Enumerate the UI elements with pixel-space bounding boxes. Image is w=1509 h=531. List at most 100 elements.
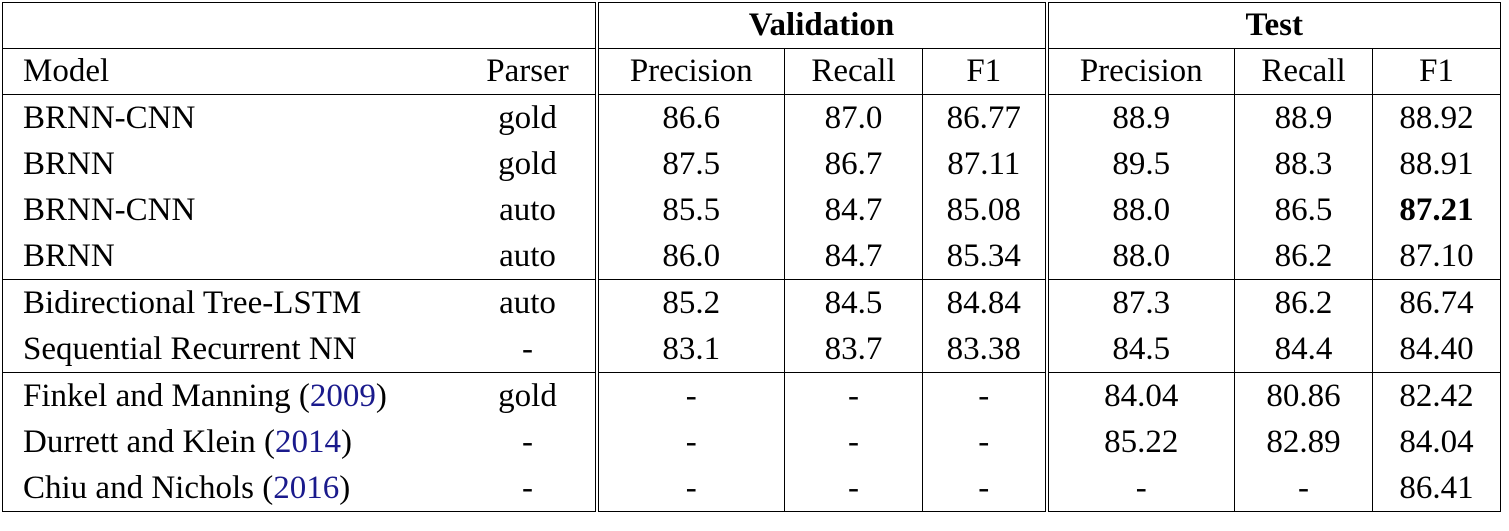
model-name: Bidirectional Tree-LSTM xyxy=(23,285,362,321)
citation-link[interactable]: 2016 xyxy=(273,470,340,506)
val-f1-cell: 84.84 xyxy=(922,279,1049,326)
parser-cell: - xyxy=(460,419,599,465)
citation-link[interactable]: 2009 xyxy=(309,378,376,414)
model-cell: BRNN-CNN xyxy=(2,94,461,141)
val-precision-cell: 83.1 xyxy=(662,331,721,367)
parser-cell: gold xyxy=(460,141,599,187)
parser-cell: - xyxy=(460,326,599,373)
val-f1-cell: - xyxy=(922,465,1049,512)
test-f1-cell: 84.04 xyxy=(1372,419,1501,465)
test-precision-cell: - xyxy=(1135,470,1147,506)
test-recall-header: Recall xyxy=(1234,48,1373,95)
test-precision-cell: 87.3 xyxy=(1046,279,1235,326)
val-recall-header: Recall xyxy=(784,48,923,95)
val-precision-cell: 87.5 xyxy=(662,146,721,182)
parser-column-header: Parser xyxy=(460,48,599,95)
test-recall-cell: - xyxy=(1234,465,1373,512)
table-row: Chiu and Nichols (2016) - - - - - -86.41 xyxy=(3,465,1501,512)
model-name: Chiu and Nichols ( xyxy=(23,470,274,506)
val-recall-cell: - xyxy=(784,372,923,419)
test-precision-cell: 84.04 xyxy=(1046,372,1235,419)
test-precision-cell: 88.9 xyxy=(1046,94,1235,141)
test-f1-cell: 82.42 xyxy=(1372,372,1501,419)
empty-corner-cell xyxy=(2,2,599,49)
val-recall-cell: - xyxy=(784,465,923,512)
test-recall-cell: 86.5 xyxy=(1234,187,1373,233)
val-f1-cell: - xyxy=(922,372,1049,419)
table-row: Bidirectional Tree-LSTM auto 85.2 84.5 84.84… xyxy=(2,279,1501,326)
citation-link[interactable]: 2014 xyxy=(275,424,341,460)
test-precision-header: Precision xyxy=(1046,48,1235,95)
val-precision-cell: 85.5 xyxy=(662,192,721,228)
test-precision-cell: 88.0 xyxy=(1112,238,1171,274)
val-precision-cell: - xyxy=(596,372,785,419)
val-f1-cell: 87.11 xyxy=(922,141,1049,187)
parser-cell: auto xyxy=(460,279,599,326)
test-recall-cell: 84.4 xyxy=(1234,326,1373,373)
test-f1-cell: 87.21 xyxy=(1372,187,1501,233)
test-precision-cell: 84.5 xyxy=(1112,331,1171,367)
parser-cell: gold xyxy=(460,94,599,141)
column-header-row: Model Parser Precision Recall F1 Precisi… xyxy=(2,48,1501,95)
test-precision-cell: 89.5 xyxy=(1112,146,1171,182)
table-row: BRNN gold 87.5 86.7 87.11 89.5 88.3 88.91 xyxy=(3,141,1501,187)
model-name: BRNN-CNN xyxy=(23,100,196,136)
validation-group-header: Validation xyxy=(596,2,1049,49)
val-recall-cell: 87.0 xyxy=(784,94,923,141)
test-group-header: Test xyxy=(1245,7,1303,43)
test-recall-cell: 88.3 xyxy=(1234,141,1373,187)
val-f1-cell: 85.08 xyxy=(922,187,1049,233)
val-precision-cell: - xyxy=(685,424,697,460)
model-name: BRNN-CNN xyxy=(23,192,196,228)
model-column-header: Model xyxy=(2,48,461,95)
val-f1-cell: 83.38 xyxy=(922,326,1049,373)
val-recall-cell: 83.7 xyxy=(784,326,923,373)
citation-close-paren: ) xyxy=(341,424,352,460)
val-precision-cell: 86.6 xyxy=(596,94,785,141)
results-table: Validation Test Model Parser Precision R… xyxy=(2,2,1501,512)
model-name: Durrett and Klein ( xyxy=(23,424,275,460)
citation-close-paren: ) xyxy=(375,378,387,414)
val-recall-cell: 84.5 xyxy=(784,279,923,326)
model-name: Sequential Recurrent NN xyxy=(23,331,357,367)
test-f1-cell: 88.92 xyxy=(1372,94,1501,141)
test-recall-cell: 86.2 xyxy=(1234,279,1373,326)
model-cell: BRNN xyxy=(3,141,461,187)
val-precision-cell: 86.0 xyxy=(662,238,721,274)
val-f1-cell: 86.77 xyxy=(922,94,1049,141)
val-f1-header: F1 xyxy=(922,48,1049,95)
parser-cell: gold xyxy=(460,372,599,419)
test-f1-cell: 86.74 xyxy=(1372,279,1501,326)
model-cell: Bidirectional Tree-LSTM xyxy=(2,279,461,326)
citation-close-paren: ) xyxy=(339,470,351,506)
val-precision-header: Precision xyxy=(596,48,785,95)
parser-cell: auto xyxy=(460,187,599,233)
test-f1-cell: 87.10 xyxy=(1372,233,1501,280)
test-precision-cell: 85.22 xyxy=(1104,424,1179,460)
val-recall-cell: 86.7 xyxy=(784,141,923,187)
val-f1-cell: - xyxy=(922,419,1049,465)
val-recall-cell: - xyxy=(784,419,923,465)
parser-cell: - xyxy=(460,465,599,512)
table-row: BRNN-CNN gold 86.6 87.0 86.77 88.9 88.9 88.92 xyxy=(2,94,1501,141)
test-recall-cell: 82.89 xyxy=(1234,419,1373,465)
model-name: BRNN xyxy=(23,146,115,182)
table-row: Durrett and Klein (2014) - - - -85.22 82.89 84… xyxy=(3,419,1501,465)
test-recall-cell: 80.86 xyxy=(1234,372,1373,419)
test-recall-cell: 86.2 xyxy=(1234,233,1373,280)
table-row: Finkel and Manning (2009) gold - - -84.04 80.… xyxy=(2,372,1501,419)
model-cell: BRNN xyxy=(3,233,461,280)
model-cell: Durrett and Klein (2014) xyxy=(3,419,461,465)
table-row: Sequential Recurrent NN - 83.1 83.7 83.38 84.… xyxy=(3,326,1501,373)
test-f1-cell: 88.91 xyxy=(1372,141,1501,187)
model-cell: Chiu and Nichols (2016) xyxy=(3,465,461,512)
val-precision-cell: 85.2 xyxy=(596,279,785,326)
model-name: Finkel and Manning ( xyxy=(23,378,310,414)
val-recall-cell: 84.7 xyxy=(784,187,923,233)
val-recall-cell: 84.7 xyxy=(784,233,923,280)
group-header-row: Validation Test xyxy=(2,2,1501,49)
table-row: BRNN auto 86.0 84.7 85.34 88.0 86.2 87.10 xyxy=(3,233,1501,280)
test-f1-header: F1 xyxy=(1372,48,1501,95)
model-cell: BRNN-CNN xyxy=(3,187,461,233)
test-precision-cell: 88.0 xyxy=(1112,192,1171,228)
